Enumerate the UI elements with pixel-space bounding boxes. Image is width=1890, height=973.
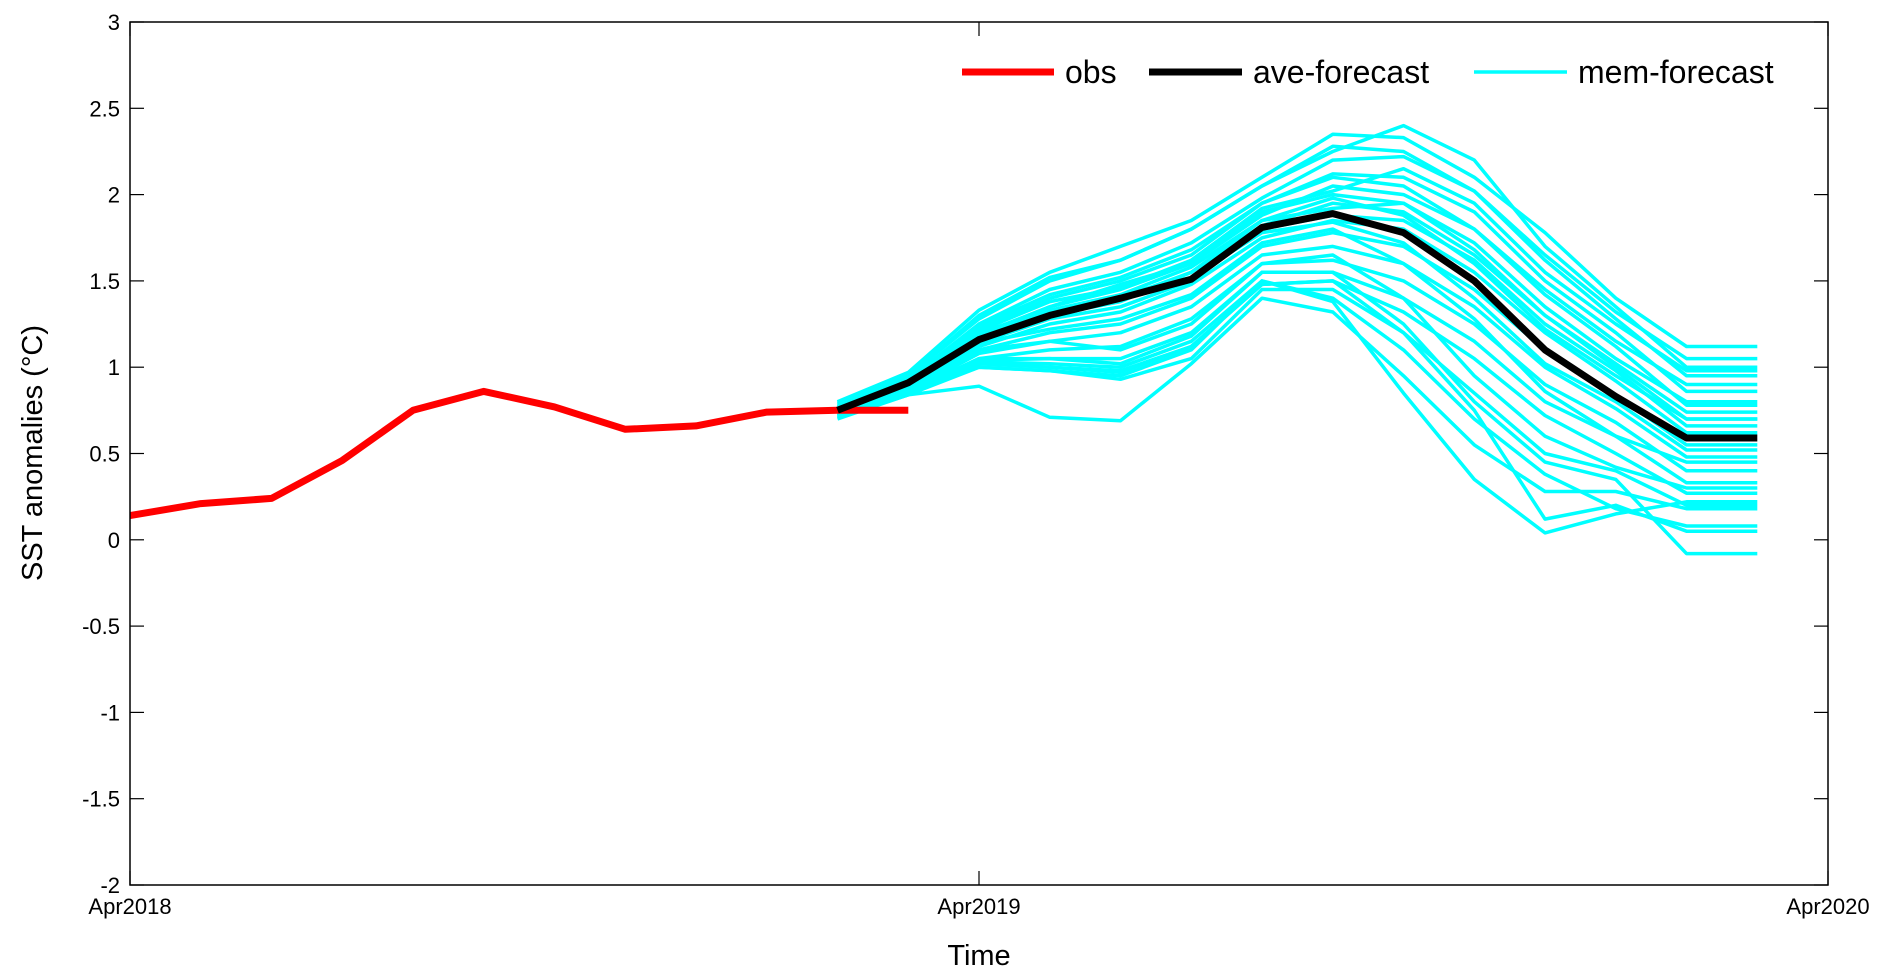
y-tick-label: -2 (100, 873, 120, 898)
mem-forecast-line (836, 192, 1758, 414)
y-tick-label: 1 (108, 355, 120, 380)
y-tick-label: 0 (108, 528, 120, 553)
y-tick-label: 0.5 (89, 442, 120, 467)
mem-forecast-line (836, 279, 1758, 533)
mem-forecast-line (836, 296, 1758, 511)
y-tick-label: 3 (108, 10, 120, 35)
y-tick-label: 2 (108, 183, 120, 208)
mem-forecast-line (836, 270, 1758, 556)
y-axis-title: SST anomalies (°C) (17, 325, 49, 581)
legend-label: obs (1065, 54, 1117, 90)
y-axis: -2 -1.5 -1 -0.5 0 0.5 1 1.5 2 2.5 3 (82, 10, 1828, 898)
y-tick-label: -1.5 (82, 787, 120, 812)
legend: obs ave-forecast mem-forecast (962, 54, 1774, 90)
mem-forecast-line (836, 175, 1758, 409)
mem-forecast-line (836, 144, 1758, 406)
x-tick-label: Apr2019 (937, 894, 1020, 919)
mem-forecast-line (836, 253, 1758, 490)
mem-forecast-line (836, 123, 1758, 407)
legend-label: mem-forecast (1578, 54, 1774, 90)
y-tick-label: -0.5 (82, 614, 120, 639)
mem-forecast-line (836, 154, 1758, 411)
legend-label: ave-forecast (1253, 54, 1429, 90)
y-tick-label: 2.5 (89, 96, 120, 121)
x-axis: Apr2018 Apr2019 Apr2020 (88, 22, 1870, 919)
ave-forecast-lines (836, 210, 1758, 442)
plot-area (130, 22, 1828, 885)
y-tick-label: 1.5 (89, 269, 120, 294)
x-axis-title: Time (947, 940, 1010, 972)
x-tick-label: Apr2018 (88, 894, 171, 919)
mem-forecast-line (836, 279, 1758, 535)
mem-forecast-line (836, 166, 1758, 411)
y-tick-label: -1 (100, 700, 120, 725)
ave-forecast-line (836, 210, 1758, 442)
obs-line (130, 387, 909, 520)
obs-lines (130, 387, 909, 520)
x-tick-label: Apr2020 (1786, 894, 1869, 919)
mem-forecast-line (836, 132, 1758, 404)
mem-forecast-line (836, 244, 1758, 459)
